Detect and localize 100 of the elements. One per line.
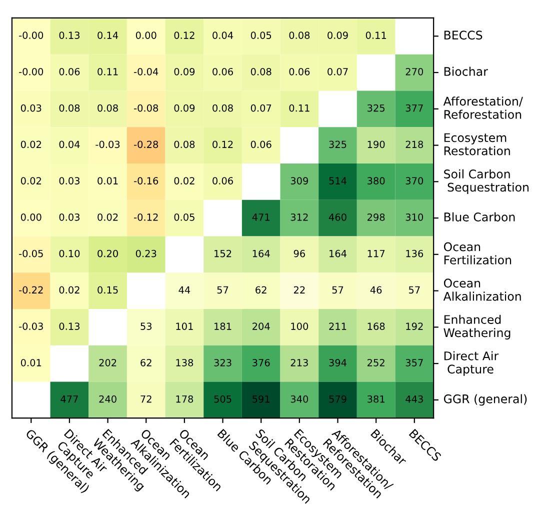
data-label: 310 [406, 213, 424, 221]
data-label: 0.09 [328, 32, 348, 39]
data-label: 0.11 [289, 104, 310, 112]
data-label: 0.23 [136, 250, 156, 258]
data-label: 22 [294, 286, 305, 294]
y-tick-label: Biochar [444, 66, 488, 76]
data-label: 96 [294, 250, 305, 258]
data-label: 370 [406, 177, 424, 184]
data-label: 117 [368, 250, 385, 258]
data-label: 211 [329, 322, 346, 330]
data-label: 471 [252, 214, 270, 221]
y-tick-label: Enhanced Weathering [444, 314, 510, 340]
data-label: 53 [140, 322, 152, 330]
y-tick-label: GGR (general) [444, 394, 527, 406]
data-label: 202 [99, 358, 116, 366]
data-label: 0.05 [250, 32, 272, 39]
data-label: 0.02 [20, 140, 41, 148]
data-label: 381 [368, 395, 384, 403]
data-label: 0.04 [59, 140, 80, 148]
data-label: 0.02 [98, 213, 118, 221]
data-label: 0.09 [174, 68, 195, 76]
data-label: 62 [256, 286, 266, 294]
data-label: 218 [406, 140, 424, 148]
data-label: 100 [291, 322, 308, 330]
y-tick-label: Afforestation/ Reforestation [443, 96, 523, 119]
data-label: 0.13 [59, 32, 80, 39]
data-label: 323 [214, 358, 232, 366]
data-label: 0.03 [59, 177, 80, 184]
data-label: 0.20 [98, 250, 118, 258]
data-label: 240 [99, 395, 116, 403]
data-label: 164 [330, 250, 346, 258]
data-label: 136 [406, 250, 424, 258]
data-label: 190 [368, 140, 385, 148]
data-label: 57 [408, 286, 420, 294]
data-label: 213 [290, 358, 308, 366]
data-label: 0.00 [136, 32, 156, 39]
data-label: 312 [290, 213, 308, 221]
data-label: 270 [406, 68, 424, 76]
data-label: 591 [252, 395, 270, 403]
data-label: 0.06 [212, 177, 233, 184]
data-label: 380 [368, 177, 385, 184]
data-label: 0.00 [20, 213, 42, 221]
data-label: -0.00 [19, 68, 44, 76]
data-label: 309 [290, 177, 308, 184]
data-label: 0.06 [289, 68, 310, 76]
data-label: 325 [329, 140, 346, 148]
data-label: 477 [60, 396, 78, 403]
data-label: 579 [329, 395, 346, 403]
data-label: 357 [406, 358, 423, 366]
data-label: -0.04 [134, 68, 158, 76]
data-label: 0.07 [328, 68, 348, 76]
y-tick-label: Direct Air Capture [444, 351, 499, 376]
data-label: 152 [214, 250, 232, 258]
data-label: 44 [178, 286, 190, 294]
y-tick-label: Ocean Fertilization [444, 242, 512, 264]
data-label: 0.01 [20, 358, 42, 366]
data-label: 0.11 [366, 32, 386, 39]
data-label: 0.06 [250, 140, 272, 148]
data-label: -0.05 [19, 250, 43, 258]
data-label: 252 [368, 358, 384, 366]
data-label: 0.02 [59, 286, 80, 294]
data-label: -0.12 [134, 213, 158, 221]
data-label: 340 [290, 395, 308, 403]
data-label: 0.02 [174, 177, 194, 184]
data-label: 62 [140, 358, 152, 366]
y-tick-label: Ecosystem Restoration [444, 133, 510, 156]
data-label: -0.03 [96, 140, 120, 148]
data-label: 0.09 [174, 104, 195, 112]
data-label: 0.03 [59, 213, 80, 221]
data-label: 0.08 [250, 68, 272, 76]
data-label: 0.14 [98, 32, 118, 39]
data-label: -0.03 [19, 322, 43, 330]
data-label: 325 [368, 104, 385, 112]
data-label: 0.15 [98, 286, 118, 294]
data-label: 0.08 [174, 140, 195, 148]
data-label: 0.12 [212, 140, 233, 148]
data-label: 443 [406, 395, 423, 403]
data-label: 168 [368, 322, 385, 330]
data-label: -0.00 [19, 32, 44, 39]
data-label: 0.02 [20, 177, 41, 184]
data-label: 0.13 [59, 322, 80, 330]
data-label: 0.08 [98, 104, 118, 112]
data-label: 0.05 [174, 213, 194, 221]
data-label: 57 [217, 286, 228, 294]
data-label: 394 [329, 358, 346, 366]
data-label: 0.04 [212, 32, 234, 39]
data-label: -0.28 [134, 140, 158, 148]
y-tick-label: Blue Carbon [444, 212, 515, 222]
y-tick-label: BECCS [444, 30, 482, 40]
y-tick-label: Soil Carbon Sequestration [444, 169, 529, 194]
data-label: 460 [328, 213, 346, 221]
data-label: 0.07 [250, 104, 272, 112]
data-label: 0.06 [59, 68, 80, 76]
data-label: 0.12 [174, 32, 194, 39]
data-label: -0.16 [134, 177, 158, 184]
data-label: 181 [214, 322, 232, 330]
data-label: 376 [252, 358, 270, 366]
data-label: 101 [176, 322, 193, 330]
data-label: 514 [329, 177, 346, 184]
data-label: 0.01 [98, 177, 118, 184]
